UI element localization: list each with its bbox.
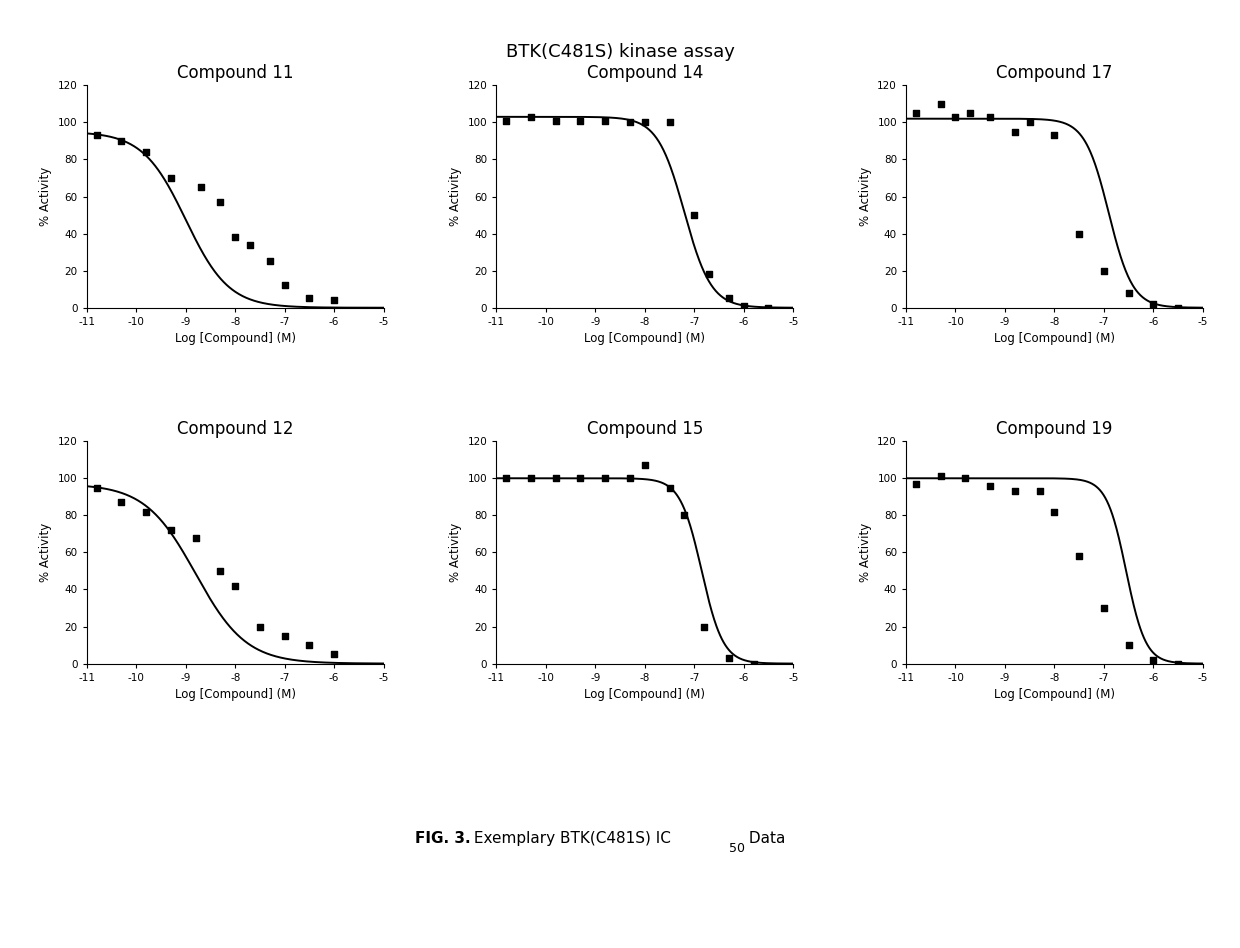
Point: [734, 299, 754, 314]
X-axis label: Log [Compound] (M): Log [Compound] (M): [994, 333, 1115, 345]
Point: [211, 194, 231, 210]
Point: [744, 656, 764, 671]
Point: [1069, 549, 1089, 564]
Point: [1094, 264, 1114, 279]
Point: [241, 237, 260, 252]
Point: [161, 522, 181, 538]
Y-axis label: % Activity: % Activity: [858, 167, 872, 227]
Point: [570, 470, 590, 485]
Title: Compound 15: Compound 15: [587, 420, 703, 438]
X-axis label: Log [Compound] (M): Log [Compound] (M): [994, 688, 1115, 702]
Title: Compound 11: Compound 11: [177, 64, 294, 82]
X-axis label: Log [Compound] (M): Log [Compound] (M): [584, 688, 706, 702]
Point: [191, 180, 211, 195]
Point: [980, 478, 999, 493]
Point: [931, 469, 951, 484]
Point: [1118, 285, 1138, 301]
Point: [1143, 297, 1163, 312]
Point: [300, 637, 320, 652]
Point: [906, 476, 926, 491]
Point: [1004, 483, 1024, 499]
X-axis label: Log [Compound] (M): Log [Compound] (M): [175, 688, 295, 702]
Point: [719, 650, 739, 665]
Point: [956, 470, 976, 485]
Y-axis label: % Activity: % Activity: [858, 522, 872, 582]
Point: [946, 109, 966, 124]
Point: [931, 97, 951, 112]
Y-axis label: % Activity: % Activity: [449, 522, 463, 582]
Point: [1168, 301, 1188, 316]
Point: [1168, 656, 1188, 671]
Point: [546, 470, 565, 485]
Point: [260, 254, 280, 269]
Text: Data: Data: [744, 831, 785, 847]
Point: [161, 171, 181, 186]
Title: Compound 19: Compound 19: [996, 420, 1112, 438]
Point: [1019, 115, 1039, 130]
Title: Compound 17: Compound 17: [996, 64, 1112, 82]
Point: [250, 619, 270, 634]
Point: [660, 115, 680, 130]
Point: [719, 291, 739, 306]
Point: [961, 105, 981, 120]
Point: [496, 470, 516, 485]
X-axis label: Log [Compound] (M): Log [Compound] (M): [584, 333, 706, 345]
Point: [87, 128, 107, 143]
Y-axis label: % Activity: % Activity: [449, 167, 463, 227]
Point: [275, 629, 295, 644]
Point: [1143, 652, 1163, 667]
Text: BTK(C481S) kinase assay: BTK(C481S) kinase assay: [506, 43, 734, 61]
Point: [699, 266, 719, 282]
Point: [136, 144, 156, 159]
Point: [186, 530, 206, 545]
Point: [675, 508, 694, 523]
Point: [112, 134, 131, 149]
Point: [546, 113, 565, 128]
Point: [684, 208, 704, 223]
Point: [1004, 124, 1024, 139]
Point: [521, 109, 541, 124]
Point: [1029, 483, 1049, 499]
Point: [1118, 637, 1138, 652]
Point: [906, 105, 926, 120]
Point: [759, 301, 779, 316]
Point: [136, 504, 156, 520]
Point: [211, 563, 231, 578]
Point: [496, 113, 516, 128]
Text: 50: 50: [729, 842, 745, 855]
Title: Compound 12: Compound 12: [177, 420, 294, 438]
Point: [595, 113, 615, 128]
Point: [1044, 504, 1064, 520]
Point: [226, 578, 246, 593]
Point: [1094, 600, 1114, 615]
Title: Compound 14: Compound 14: [587, 64, 703, 82]
Point: [595, 470, 615, 485]
Point: [1069, 226, 1089, 241]
Point: [620, 470, 640, 485]
Text: Exemplary BTK(C481S) IC: Exemplary BTK(C481S) IC: [469, 831, 671, 847]
Point: [635, 458, 655, 473]
Point: [300, 291, 320, 306]
X-axis label: Log [Compound] (M): Log [Compound] (M): [175, 333, 295, 345]
Point: [324, 293, 343, 308]
Point: [694, 619, 714, 634]
Point: [112, 495, 131, 510]
Point: [620, 115, 640, 130]
Point: [1044, 128, 1064, 143]
Point: [87, 480, 107, 495]
Point: [635, 115, 655, 130]
Text: FIG. 3.: FIG. 3.: [415, 831, 471, 847]
Point: [660, 480, 680, 495]
Point: [980, 109, 999, 124]
Point: [570, 113, 590, 128]
Point: [324, 647, 343, 662]
Point: [226, 229, 246, 245]
Y-axis label: % Activity: % Activity: [40, 522, 52, 582]
Y-axis label: % Activity: % Activity: [40, 167, 52, 227]
Point: [275, 278, 295, 293]
Point: [521, 470, 541, 485]
